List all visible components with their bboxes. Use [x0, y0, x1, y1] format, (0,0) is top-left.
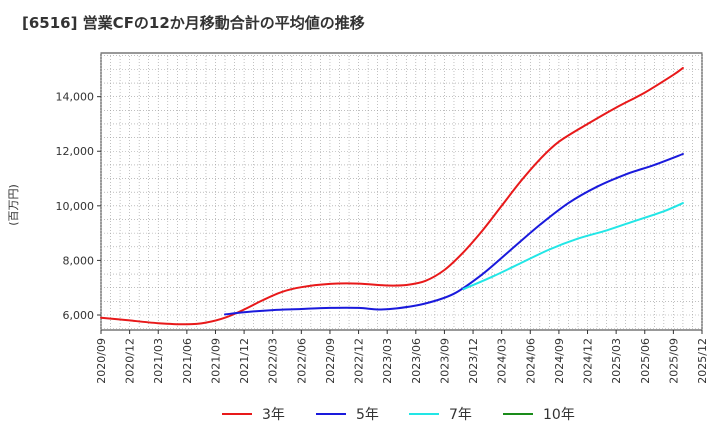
x-tick-label: 2024/06	[524, 338, 537, 384]
x-tick-label: 2025/06	[639, 338, 652, 384]
x-tick-label: 2021/06	[181, 338, 194, 384]
plot-area	[100, 52, 703, 331]
x-tick-label: 2022/09	[324, 338, 337, 384]
x-tick-label: 2025/03	[610, 338, 623, 384]
legend-label-2: 5年	[356, 407, 379, 423]
x-tick-label: 2024/03	[496, 338, 509, 384]
x-tick-label: 2021/12	[238, 338, 251, 384]
legend-label-1: 3年	[262, 407, 285, 423]
series-line-2	[224, 153, 684, 316]
x-tick-label: 2020/09	[95, 338, 108, 384]
chart-title: [6516] 営業CFの12か月移動合計の平均値の推移	[22, 14, 365, 32]
y-tick-label: 12,000	[56, 145, 95, 158]
series-layer	[100, 67, 684, 326]
x-tick-label: 2025/12	[696, 338, 709, 384]
x-tick-label: 2024/09	[553, 338, 566, 384]
x-tick-label: 2023/12	[467, 338, 480, 384]
legend: 3年 5年 7年 10年	[222, 407, 575, 423]
x-axis: 2020/09 2020/12 2021/03 2021/06 2021/09 2021/…	[95, 330, 709, 384]
legend-label-3: 7年	[449, 407, 472, 423]
y-tick-label: 14,000	[56, 91, 95, 104]
x-tick-label: 2025/09	[667, 338, 680, 384]
x-tick-label: 2023/03	[381, 338, 394, 384]
plot-frame	[100, 52, 703, 331]
x-tick-label: 2021/03	[152, 338, 165, 384]
grid	[100, 53, 703, 330]
y-tick-label: 6,000	[63, 309, 95, 322]
x-tick-label: 2022/03	[267, 338, 280, 384]
legend-label-4: 10年	[543, 407, 575, 423]
x-tick-label: 2024/12	[582, 338, 595, 384]
x-tick-label: 2023/09	[438, 338, 451, 384]
y-axis-label: (百万円)	[7, 184, 20, 226]
y-axis: 6,000 8,000 10,000 12,000 14,000	[56, 91, 101, 322]
x-tick-label: 2022/06	[295, 338, 308, 384]
series-line-1	[100, 67, 684, 326]
x-tick-label: 2021/09	[209, 338, 222, 384]
series-line-3	[462, 202, 684, 291]
y-tick-label: 8,000	[63, 254, 95, 267]
x-tick-label: 2022/12	[353, 338, 366, 384]
x-tick-label: 2023/06	[410, 338, 423, 384]
y-tick-label: 10,000	[56, 200, 95, 213]
x-tick-label: 2020/12	[124, 338, 137, 384]
